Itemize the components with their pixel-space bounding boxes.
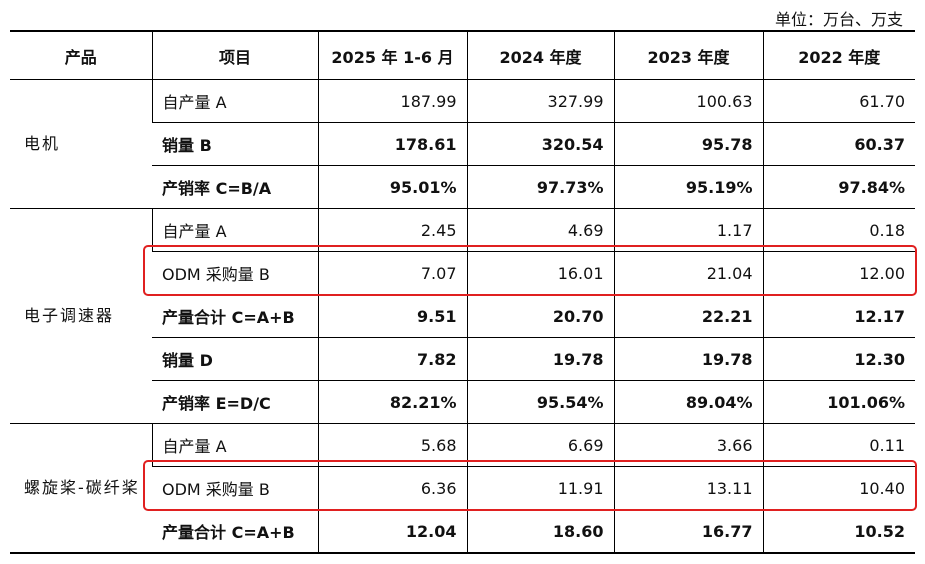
value-cell: 320.54 xyxy=(466,122,614,166)
value-cell: 7.82 xyxy=(317,337,467,381)
item-cell: 产量合计 C=A+B xyxy=(152,294,318,338)
product-cell: 电机 xyxy=(10,79,152,209)
highlight-box xyxy=(143,245,917,296)
table-row: ODM 采购量 B 6.36 11.91 13.11 10.40 xyxy=(10,466,915,510)
table-row: 电子调速器 自产量 A 2.45 4.69 1.17 0.18 xyxy=(10,208,915,424)
value-cell: 19.78 xyxy=(466,337,614,381)
value-cell: 0.18 xyxy=(762,208,915,252)
item-cell: 产量合计 C=A+B xyxy=(152,509,318,554)
table-row: 螺旋桨-碳纤桨 自产量 A 5.68 6.69 3.66 0.11 xyxy=(10,423,915,554)
value-cell: 89.04% xyxy=(613,380,763,424)
value-cell: 7.07 xyxy=(317,251,467,295)
item-cell: 自产量 A xyxy=(151,208,318,252)
value-cell: 0.11 xyxy=(762,423,915,467)
header-cell: 2022 年度 xyxy=(762,30,915,80)
item-cell: 自产量 A xyxy=(151,79,318,123)
value-cell: 95.54% xyxy=(466,380,614,424)
value-cell: 9.51 xyxy=(317,294,467,338)
value-cell: 95.78 xyxy=(613,122,763,166)
highlight-box xyxy=(143,460,917,511)
value-cell: 101.06% xyxy=(762,380,915,424)
table-row: 产销率 C=B/A 95.01% 97.73% 95.19% 97.84% xyxy=(10,165,915,209)
header-cell: 项目 xyxy=(151,30,318,80)
value-cell: 22.21 xyxy=(613,294,763,338)
item-cell: ODM 采购量 B xyxy=(152,251,318,295)
value-cell: 82.21% xyxy=(317,380,467,424)
value-cell: 178.61 xyxy=(317,122,467,166)
table-row: 产销率 E=D/C 82.21% 95.54% 89.04% 101.06% xyxy=(10,380,915,424)
value-cell: 3.66 xyxy=(613,423,763,467)
value-cell: 327.99 xyxy=(466,79,614,123)
value-cell: 6.69 xyxy=(466,423,614,467)
unit-note: 单位：万台、万支 xyxy=(774,10,903,29)
value-cell: 187.99 xyxy=(317,79,467,123)
header-cell: 产品 xyxy=(10,30,152,80)
data-table: 产品 项目 2025 年 1-6 月 2024 年度 2023 年度 2022 年度 电机… xyxy=(10,30,915,554)
table-row: 销量 B 178.61 320.54 95.78 60.37 xyxy=(10,122,915,166)
value-cell: 61.70 xyxy=(762,79,915,123)
table-row: 产量合计 C=A+B 9.51 20.70 22.21 12.17 xyxy=(10,294,915,338)
product-cell: 螺旋桨-碳纤桨 xyxy=(10,423,152,554)
value-cell: 60.37 xyxy=(762,122,915,166)
value-cell: 4.69 xyxy=(466,208,614,252)
table-row: 电机 自产量 A 187.99 327.99 100.63 61.70 xyxy=(10,79,915,209)
item-cell: 产销率 C=B/A xyxy=(152,165,318,209)
item-cell: 销量 D xyxy=(152,337,318,381)
value-cell: 19.78 xyxy=(613,337,763,381)
header-cell: 2024 年度 xyxy=(466,30,614,80)
value-cell: 18.60 xyxy=(466,509,614,554)
value-cell: 12.17 xyxy=(762,294,915,338)
value-cell: 10.40 xyxy=(762,466,915,510)
item-cell: 自产量 A xyxy=(151,423,318,467)
value-cell: 11.91 xyxy=(466,466,614,510)
value-cell: 12.04 xyxy=(317,509,467,554)
value-cell: 13.11 xyxy=(613,466,763,510)
value-cell: 16.01 xyxy=(466,251,614,295)
header-cell: 2025 年 1-6 月 xyxy=(317,30,467,80)
value-cell: 16.77 xyxy=(613,509,763,554)
table-row: 销量 D 7.82 19.78 19.78 12.30 xyxy=(10,337,915,381)
value-cell: 95.19% xyxy=(613,165,763,209)
value-cell: 20.70 xyxy=(466,294,614,338)
value-cell: 100.63 xyxy=(613,79,763,123)
value-cell: 6.36 xyxy=(317,466,467,510)
value-cell: 2.45 xyxy=(317,208,467,252)
header-cell: 2023 年度 xyxy=(613,30,763,80)
value-cell: 97.84% xyxy=(762,165,915,209)
value-cell: 1.17 xyxy=(613,208,763,252)
table-row: 产量合计 C=A+B 12.04 18.60 16.77 10.52 xyxy=(10,509,915,554)
value-cell: 97.73% xyxy=(466,165,614,209)
value-cell: 95.01% xyxy=(317,165,467,209)
header-row: 产品 项目 2025 年 1-6 月 2024 年度 2023 年度 2022 年度 xyxy=(10,30,915,80)
value-cell: 12.30 xyxy=(762,337,915,381)
item-cell: 销量 B xyxy=(152,122,318,166)
value-cell: 5.68 xyxy=(317,423,467,467)
product-cell: 电子调速器 xyxy=(10,208,152,424)
value-cell: 10.52 xyxy=(762,509,915,554)
item-cell: ODM 采购量 B xyxy=(152,466,318,510)
item-cell: 产销率 E=D/C xyxy=(152,380,318,424)
